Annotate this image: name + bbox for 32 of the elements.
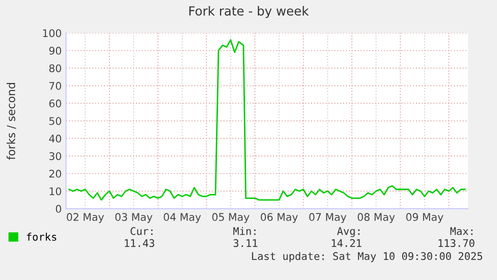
x-tick-label: 07 May [309, 213, 346, 223]
text: Max: [450, 227, 472, 236]
y-axis-title: forks / second [6, 83, 16, 160]
text: 11.43 [124, 239, 154, 248]
line-series [68, 39, 466, 201]
y-tick-label: 70 [49, 82, 62, 90]
chart-title: Fork rate - by week [189, 6, 309, 18]
y-tick-label: 10 [50, 187, 62, 196]
y-tick-label: 60 [49, 100, 62, 108]
x-tick-label: 09 May [406, 213, 444, 223]
y-tick-label: 100 [43, 29, 62, 38]
y-tick-label: 90 [49, 46, 62, 55]
text: Last update: Sat May 10 09:30:00 2025 [252, 252, 482, 262]
x-tick-label: 02 May [66, 213, 104, 223]
legend-label: forks [26, 232, 56, 241]
text: Min: [233, 226, 256, 235]
y-tick-label: 0 [56, 204, 62, 213]
text: 14.21 [332, 239, 362, 247]
text: 113.70 [438, 239, 474, 248]
x-tick-label: 05 May [212, 213, 250, 223]
text: Cur: [130, 227, 152, 236]
text: Avg: [337, 227, 360, 238]
y-tick-label: 30 [49, 152, 62, 160]
x-tick-label: 03 May [115, 213, 152, 223]
y-tick-label: 20 [49, 170, 62, 178]
x-tick-label: 08 May [358, 213, 395, 223]
y-tick-label: 80 [49, 64, 62, 72]
text: 3.11 [234, 239, 258, 248]
x-tick-label: 06 May [260, 213, 298, 223]
y-tick-label: 40 [49, 134, 62, 143]
x-tick-label: 04 May [164, 213, 201, 223]
y-tick-label: 50 [49, 117, 62, 125]
